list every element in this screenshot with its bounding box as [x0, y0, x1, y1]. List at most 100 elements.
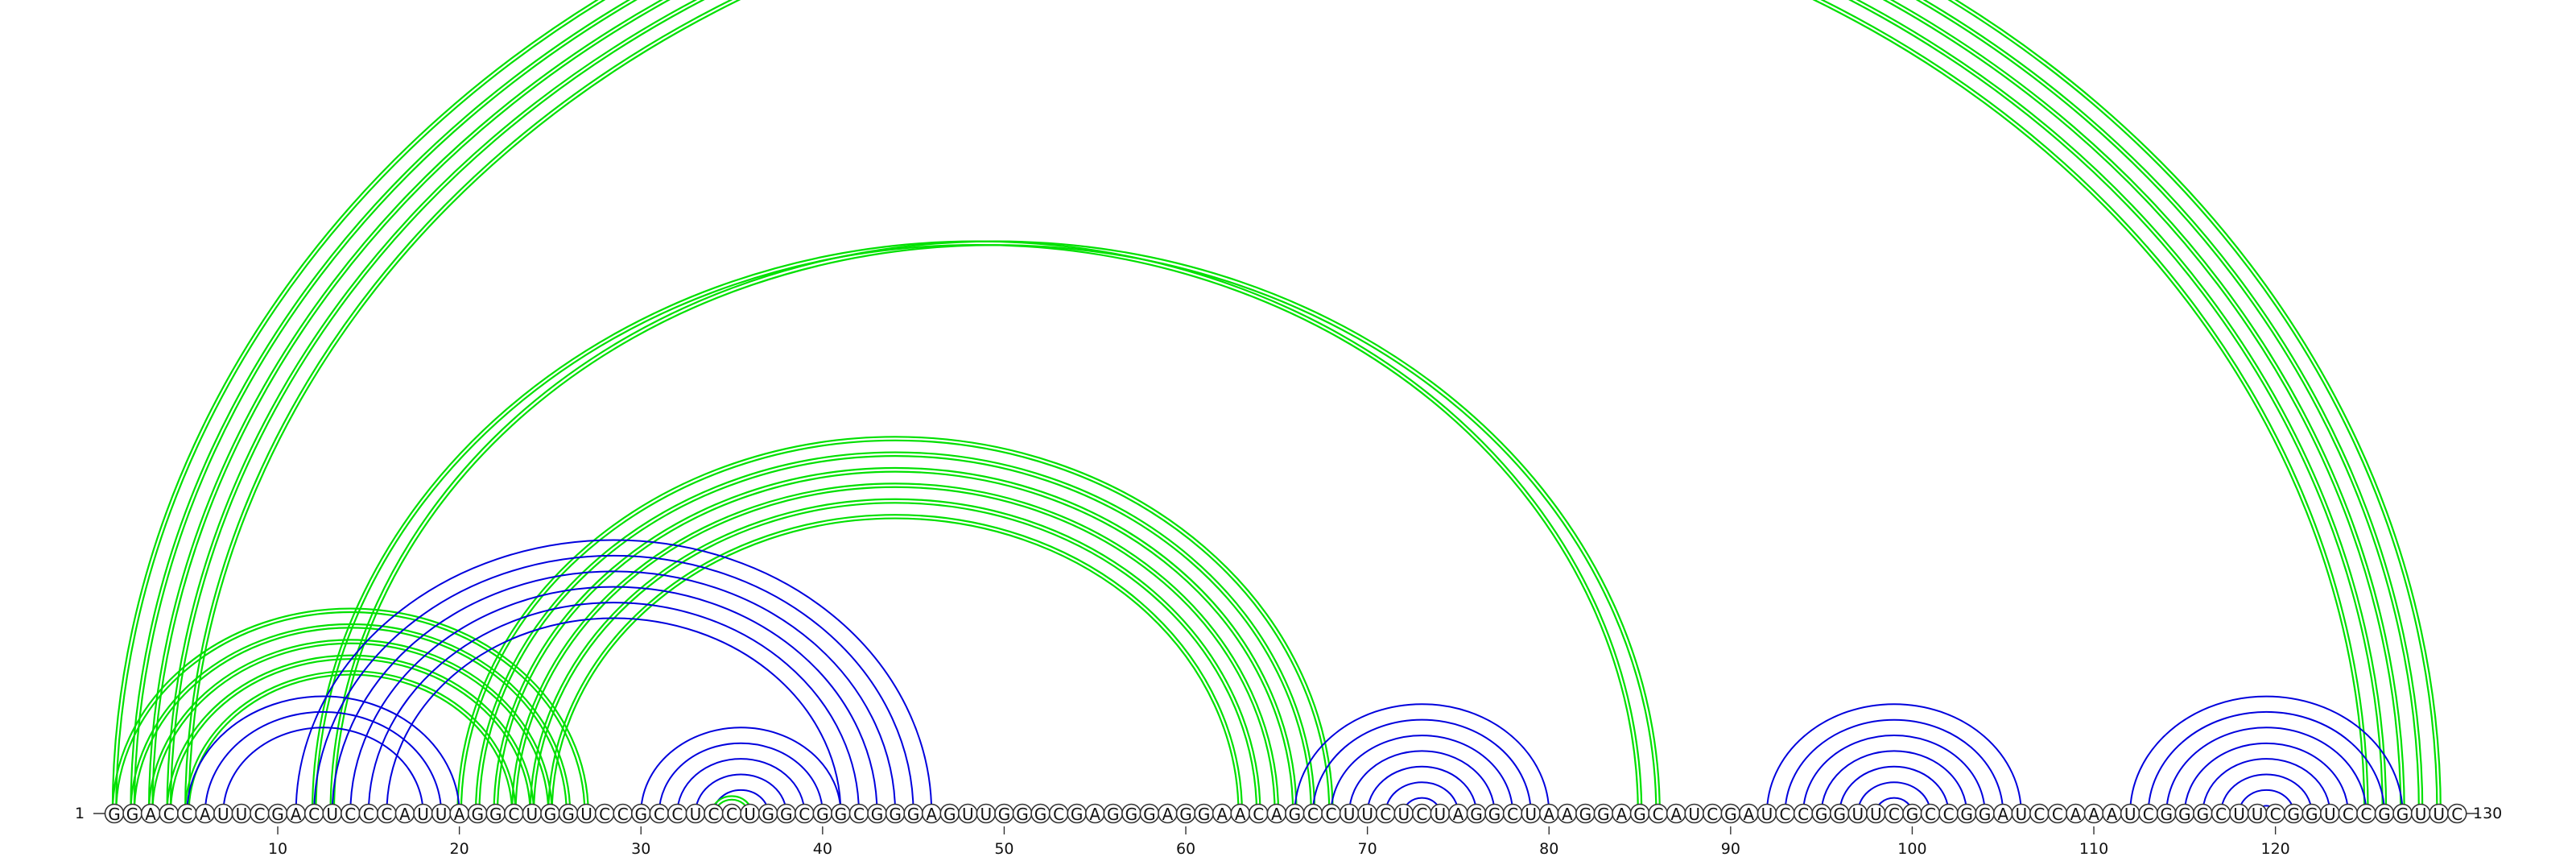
axis-tick-label-30: 30	[631, 840, 650, 857]
blue-pair-arc-32-39-line1	[676, 758, 806, 814]
nucleotide-76-letter: G	[1470, 805, 1483, 824]
nucleotide-99-letter: C	[1889, 805, 1900, 824]
nucleotide-116-letter: G	[2197, 805, 2210, 824]
nucleotide-129-letter: U	[2433, 805, 2445, 824]
nucleotide-19-letter: U	[436, 805, 448, 824]
nucleotide-35-letter: C	[726, 805, 737, 824]
green-pair-arc-5-125-line1	[188, 0, 2366, 814]
nucleotide-40-letter: G	[816, 805, 829, 824]
nucleotide-33-letter: U	[690, 805, 702, 824]
blue-pair-arc-96-102-line1	[1839, 765, 1950, 814]
nucleotide-127-letter: G	[2396, 805, 2409, 824]
blue-pair-arc-66-80-line1	[1294, 703, 1550, 814]
nucleotide-1-letter: G	[108, 805, 121, 824]
nucleotide-60-letter: G	[1179, 805, 1192, 824]
nucleotide-112-letter: U	[2124, 805, 2136, 824]
nucleotide-37-letter: G	[762, 805, 774, 824]
nucleotide-4-letter: C	[163, 805, 175, 824]
nucleotide-36-letter: U	[744, 805, 756, 824]
green-pair-arc-22-66-line1	[496, 470, 1294, 814]
axis-tick-label-110: 110	[2079, 840, 2108, 857]
nucleotide-83-letter: G	[1597, 805, 1610, 824]
nucleotide-85-letter: G	[1633, 805, 1646, 824]
nucleotide-126-letter: G	[2378, 805, 2391, 824]
blue-pair-arc-92-106-line1	[1765, 703, 2022, 814]
nucleotide-18-letter: U	[417, 805, 429, 824]
nucleotide-12-letter: C	[308, 805, 320, 824]
nucleotide-2-letter: G	[126, 805, 139, 824]
nucleotide-66-letter: G	[1289, 805, 1302, 824]
green-pair-arc-20-68-line1	[460, 439, 1331, 814]
blue-pair-arc-16-41-line1	[386, 617, 842, 814]
nucleotide-81-letter: A	[1562, 805, 1573, 824]
green-pair-arc-13-86-line2	[329, 240, 1661, 814]
green-pair-arc-4-24-line2	[166, 654, 535, 814]
nucleotide-104-letter: G	[1979, 805, 1992, 824]
blue-pair-arc-68-78-line1	[1330, 735, 1514, 814]
nucleotide-11-letter: A	[291, 805, 302, 824]
green-pair-arc-2-26-line1	[133, 627, 568, 814]
green-pair-arc-4-126-line2	[166, 0, 2388, 814]
nucleotide-38-letter: G	[780, 805, 793, 824]
nucleotide-84-letter: A	[1616, 805, 1628, 824]
nucleotide-31-letter: C	[654, 805, 665, 824]
axis-tick-label-90: 90	[1721, 840, 1740, 857]
nucleotide-114-letter: G	[2161, 805, 2174, 824]
nucleotide-68-letter: C	[1326, 805, 1337, 824]
blue-pair-arc-112-127-line1	[2129, 695, 2404, 814]
nucleotide-10-letter: G	[271, 805, 284, 824]
nucleotide-94-letter: C	[1798, 805, 1809, 824]
axis-tick-label-60: 60	[1176, 840, 1195, 857]
nucleotide-3-letter: A	[145, 805, 156, 824]
blue-pair-arc-11-46-line1	[295, 539, 933, 814]
blue-pair-arc-113-126-line1	[2147, 710, 2385, 814]
base-pair-arcs	[111, 0, 2442, 814]
blue-pair-arc-67-79-line1	[1311, 718, 1532, 814]
nucleotide-16-letter: C	[381, 805, 392, 824]
green-pair-arc-12-85-line1	[315, 244, 1639, 814]
green-pair-arc-1-27-line2	[111, 607, 589, 814]
nucleotide-103-letter: G	[1960, 805, 1973, 824]
nucleotide-58-letter: G	[1143, 805, 1156, 824]
green-pair-arc-2-128-line2	[130, 0, 2424, 814]
nucleotide-67-letter: C	[1307, 805, 1319, 824]
nucleotide-111-letter: A	[2107, 805, 2118, 824]
blue-pair-arc-118-121-line1	[2238, 789, 2295, 814]
nucleotide-5-letter: C	[181, 805, 192, 824]
nucleotide-70-letter: U	[1361, 805, 1373, 824]
nucleotide-89-letter: C	[1707, 805, 1718, 824]
nucleotide-54-letter: G	[1071, 805, 1084, 824]
nucleotide-24-letter: U	[526, 805, 539, 824]
axis-tick-label-120: 120	[2261, 840, 2290, 857]
nucleotide-86-letter: C	[1653, 805, 1664, 824]
green-pair-arc-20-68-line2	[456, 436, 1334, 814]
nucleotide-115-letter: G	[2178, 805, 2191, 824]
nucleotide-105-letter: A	[1997, 805, 2008, 824]
nucleotide-106-letter: U	[2015, 805, 2027, 824]
nucleotide-87-letter: A	[1670, 805, 1682, 824]
nucleotide-65-letter: A	[1271, 805, 1282, 824]
nucleotide-21-letter: G	[471, 805, 484, 824]
nucleotide-44-letter: G	[889, 805, 902, 824]
nucleotide-92-letter: U	[1761, 805, 1773, 824]
nucleotide-34-letter: C	[708, 805, 719, 824]
nucleotide-72-letter: U	[1397, 805, 1410, 824]
nucleotide-90-letter: G	[1724, 805, 1737, 824]
nucleotide-71-letter: C	[1380, 805, 1391, 824]
nucleotide-49-letter: U	[980, 805, 993, 824]
nucleotide-121-letter: G	[2287, 805, 2300, 824]
nucleotide-82-letter: G	[1579, 805, 1592, 824]
green-pair-arc-21-67-line1	[478, 454, 1312, 814]
nucleotide-55-letter: A	[1089, 805, 1100, 824]
nucleotide-30-letter: G	[634, 805, 647, 824]
nucleotide-96-letter: G	[1833, 805, 1846, 824]
nucleotide-124-letter: C	[2343, 805, 2354, 824]
nucleotide-125-letter: C	[2360, 805, 2372, 824]
nucleotide-119-letter: U	[2252, 805, 2264, 824]
nucleotide-101-letter: C	[1925, 805, 1936, 824]
blue-pair-arc-94-104-line1	[1802, 735, 1986, 814]
nucleotide-80-letter: A	[1543, 805, 1554, 824]
nucleotide-95-letter: G	[1815, 805, 1828, 824]
nucleotide-73-letter: C	[1416, 805, 1427, 824]
axis-tick-label-50: 50	[994, 840, 1013, 857]
